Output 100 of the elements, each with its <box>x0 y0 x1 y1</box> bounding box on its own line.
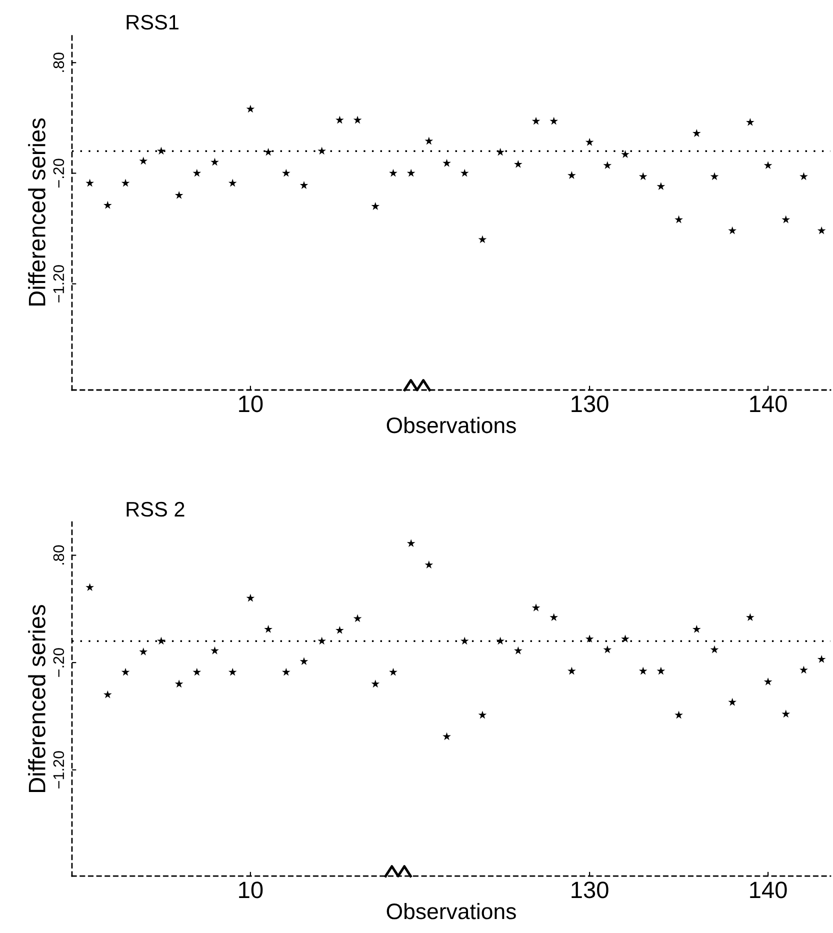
y-tick-label: −.20 <box>53 648 64 677</box>
point <box>710 172 719 180</box>
y-tick-label: .80 <box>53 52 64 72</box>
point <box>228 668 237 676</box>
point <box>674 215 683 224</box>
point <box>210 158 219 166</box>
point <box>710 645 719 654</box>
point <box>157 636 166 645</box>
point <box>371 202 380 210</box>
point <box>621 150 630 158</box>
point <box>318 146 326 155</box>
y-tick-label: −1.20 <box>53 751 64 788</box>
point <box>121 178 130 187</box>
point <box>460 168 469 177</box>
point <box>460 636 469 645</box>
x-tick-label: 130 <box>572 882 608 898</box>
point <box>389 168 398 177</box>
point <box>638 172 648 180</box>
point <box>353 116 362 124</box>
point <box>424 560 434 568</box>
point <box>496 148 504 156</box>
point <box>674 710 683 719</box>
point <box>192 668 202 676</box>
point <box>336 116 344 124</box>
x-tick-label: 140 <box>750 882 787 898</box>
point <box>478 710 487 719</box>
y-axis-title: Differenced series <box>28 118 46 306</box>
point <box>353 614 362 622</box>
point <box>692 624 701 633</box>
point <box>282 668 290 676</box>
point <box>514 646 522 654</box>
point <box>800 172 808 180</box>
point <box>442 158 451 167</box>
point <box>603 161 612 170</box>
point <box>371 680 380 688</box>
y-tick-label: −.20 <box>53 158 64 188</box>
point <box>728 698 737 706</box>
point <box>192 168 202 177</box>
point <box>318 636 326 645</box>
point <box>782 710 790 718</box>
point <box>603 645 612 654</box>
point <box>817 654 826 663</box>
point <box>86 178 94 187</box>
point <box>496 636 504 645</box>
point <box>246 594 255 602</box>
point <box>139 647 148 656</box>
point <box>300 181 308 189</box>
point <box>746 118 754 126</box>
point <box>764 677 772 686</box>
point <box>621 634 630 643</box>
point <box>656 182 666 190</box>
point <box>800 666 808 674</box>
point <box>550 116 558 125</box>
point <box>782 215 790 224</box>
point <box>585 634 594 643</box>
point <box>157 146 166 155</box>
point <box>728 226 737 234</box>
point <box>532 116 540 125</box>
point <box>86 583 94 592</box>
x-tick-label: 10 <box>239 882 263 898</box>
point <box>638 666 648 675</box>
point <box>478 235 487 244</box>
x-tick-label: 140 <box>750 395 787 412</box>
y-tick-label: −1.20 <box>53 265 64 302</box>
x-tick-label: 130 <box>572 395 608 412</box>
point <box>264 148 272 156</box>
point <box>424 136 434 145</box>
point <box>568 171 576 179</box>
point <box>746 613 754 622</box>
point <box>300 657 308 666</box>
point <box>246 104 255 113</box>
chart-title: RSS 2 <box>126 502 184 517</box>
y-axis-title: Differenced series <box>28 604 46 792</box>
point <box>282 168 290 177</box>
point <box>532 603 540 612</box>
point <box>103 200 112 209</box>
point <box>389 668 398 676</box>
point <box>585 138 594 146</box>
x-tick-label: 10 <box>239 395 263 412</box>
point <box>764 161 772 170</box>
point <box>656 666 666 675</box>
point <box>139 156 148 165</box>
point <box>174 680 184 688</box>
point <box>817 226 826 234</box>
point <box>692 129 701 137</box>
point <box>406 539 416 548</box>
point <box>121 668 130 676</box>
point <box>264 624 272 633</box>
point <box>406 168 416 177</box>
y-tick-label: .80 <box>53 545 64 564</box>
point <box>174 190 184 199</box>
point <box>568 666 576 675</box>
x-axis-title: Observations <box>386 902 516 920</box>
point <box>514 160 522 168</box>
x-axis-title: Observations <box>386 416 516 434</box>
point <box>210 646 219 654</box>
point <box>228 178 237 187</box>
point <box>550 613 558 622</box>
chart-title: RSS1 <box>126 14 178 30</box>
point <box>442 732 451 740</box>
